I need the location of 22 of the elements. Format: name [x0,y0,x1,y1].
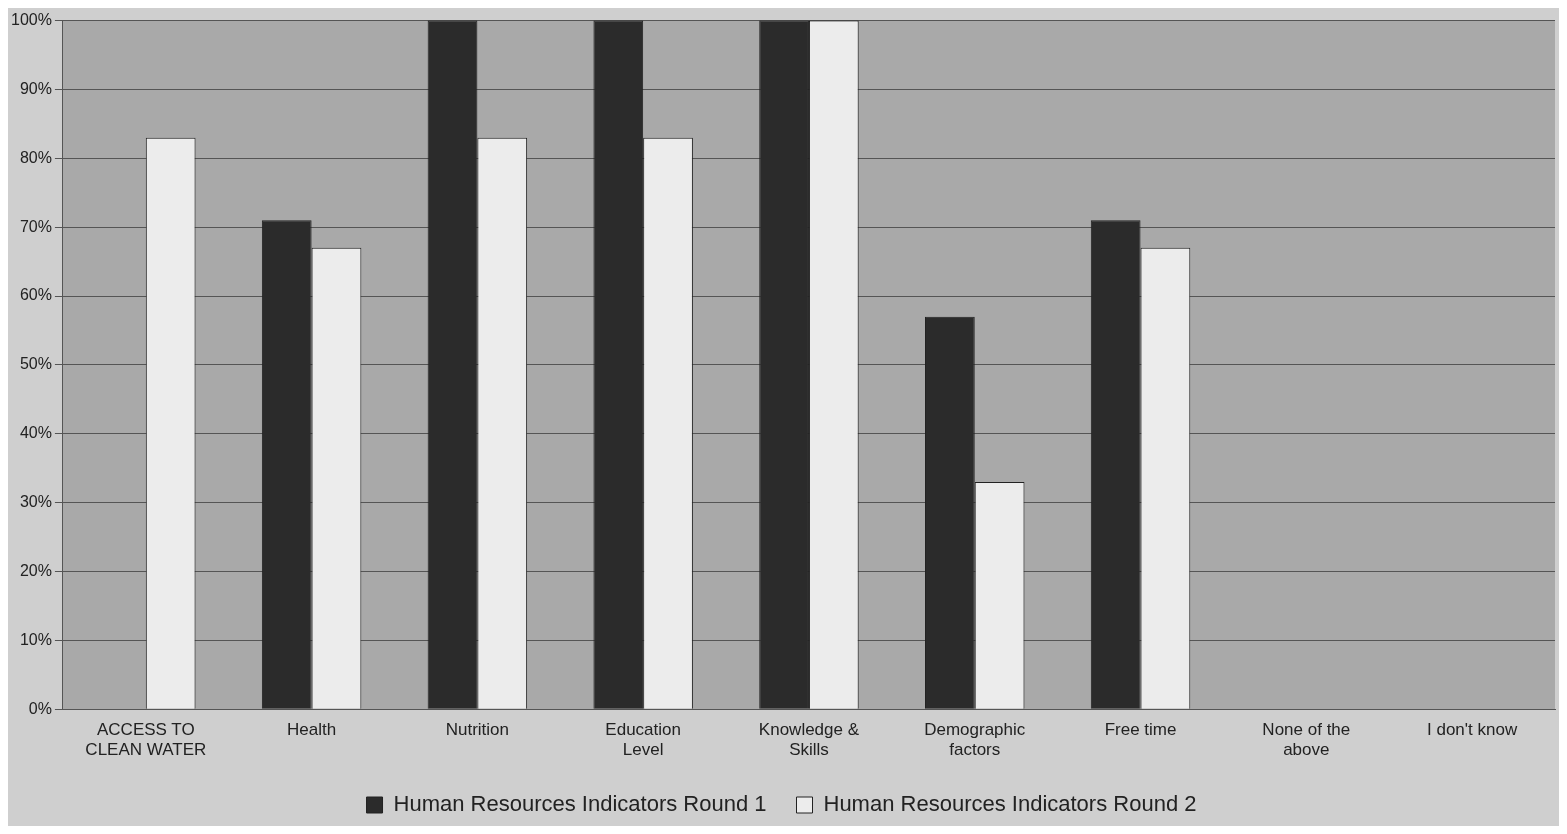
y-tick-label: 0% [28,699,52,717]
x-tick-label: Demographic factors [924,720,1026,760]
y-tick-label: 90% [19,79,52,97]
x-tick-label: Education Level [605,720,681,760]
y-tick-label: 10% [19,630,52,648]
legend-label: Human Resources Indicators Round 2 [823,791,1197,817]
x-tick-label: ACCESS TO CLEAN WATER [85,720,207,760]
y-tick-label: 70% [19,217,52,235]
legend-label: Human Resources Indicators Round 1 [393,791,767,817]
y-tick-label: 40% [19,424,52,442]
x-tick-label: I don't know [1427,720,1518,740]
x-tick-label: Nutrition [445,720,510,740]
y-tick-label: 20% [19,561,52,579]
y-tick-label: 80% [19,148,52,166]
y-tick-label: 100% [11,11,52,29]
x-tick-label: Knowledge & Skills [758,720,860,760]
x-tick-label: Health [287,720,337,740]
y-tick-label: 60% [19,286,52,304]
x-tick-label: None of the above [1262,720,1351,760]
x-tick-label: Free time [1104,720,1177,740]
y-tick-label: 50% [19,355,52,373]
y-tick-label: 30% [19,493,52,511]
